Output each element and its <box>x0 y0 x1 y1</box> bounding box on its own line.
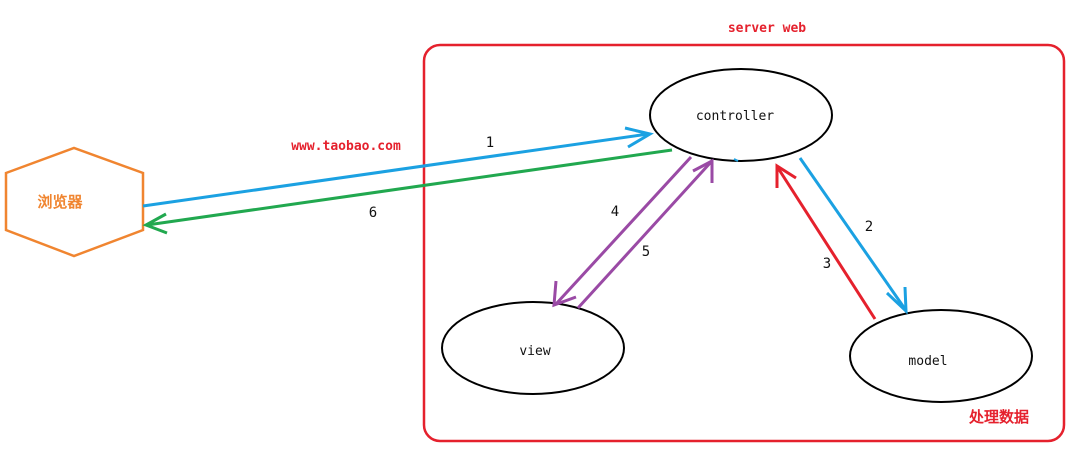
controller-label: controller <box>696 109 774 124</box>
arrow-3-model-to-controller <box>775 163 877 320</box>
model-label: model <box>908 354 947 369</box>
process-data-label: 处理数据 <box>968 408 1029 426</box>
view-node[interactable] <box>441 301 625 395</box>
arrow-4-controller-to-view <box>552 155 693 308</box>
arrow-1-request <box>142 126 654 208</box>
arrow-1-label: 1 <box>486 135 494 151</box>
arrow-6-label: 6 <box>369 205 377 221</box>
controller-tick-mark <box>733 158 739 162</box>
model-node[interactable] <box>849 309 1033 403</box>
browser-node[interactable] <box>4 146 145 258</box>
arrow-6-response <box>142 148 673 235</box>
url-label: www.taobao.com <box>291 139 401 154</box>
arrow-2-controller-to-model <box>798 157 908 315</box>
arrow-5-view-to-controller <box>576 158 714 310</box>
arrow-3-label: 3 <box>823 256 831 272</box>
arrow-5-label: 5 <box>642 244 650 260</box>
view-label: view <box>519 344 550 359</box>
server-web-box <box>422 43 1066 443</box>
server-web-label: server web <box>728 21 806 36</box>
arrow-4-label: 4 <box>611 204 619 220</box>
controller-node[interactable] <box>649 68 833 162</box>
browser-label: 浏览器 <box>37 193 83 211</box>
arrow-2-label: 2 <box>865 219 873 235</box>
